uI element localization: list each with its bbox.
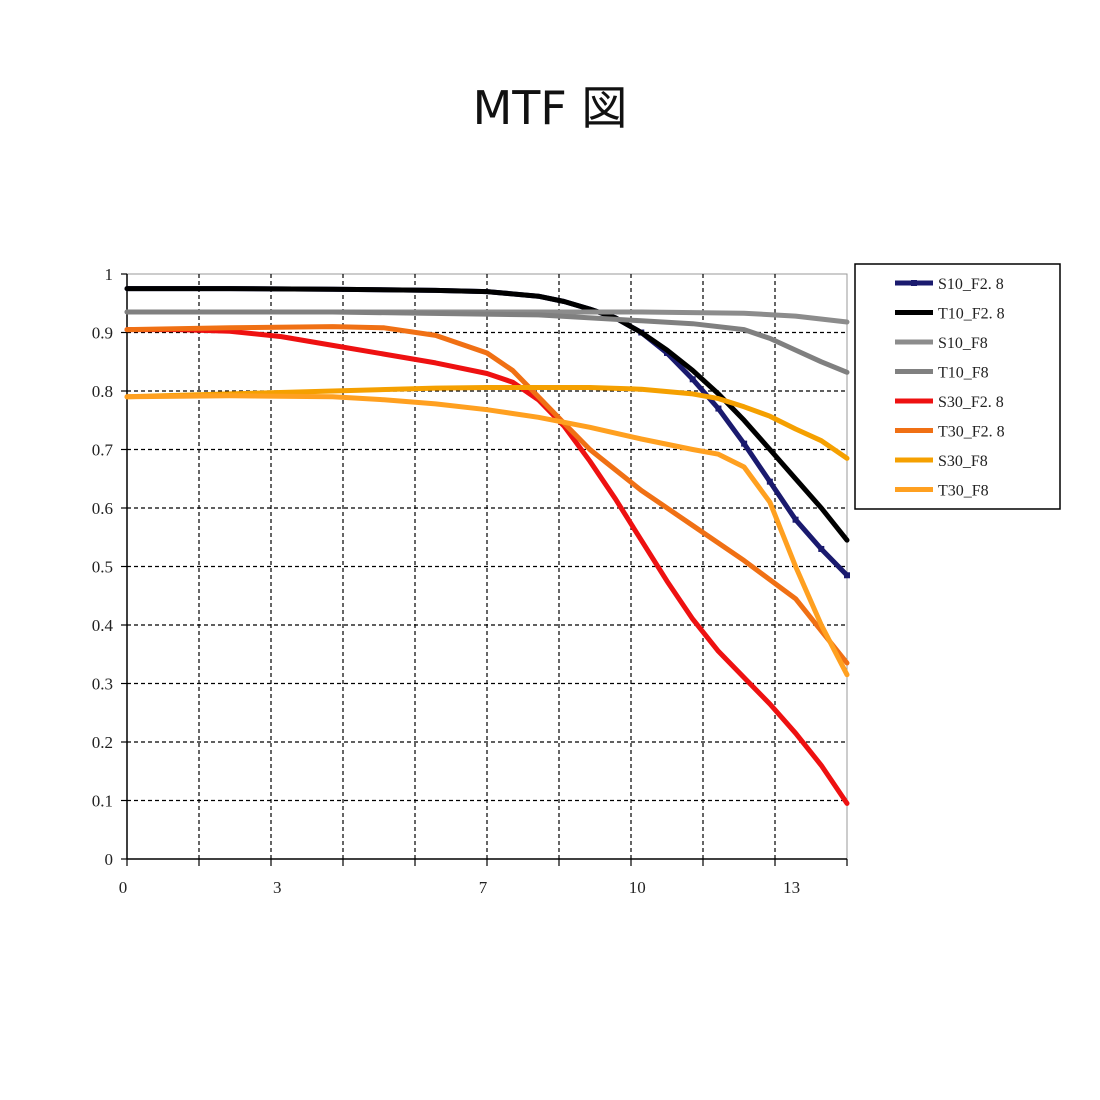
series-line-s30-f8 — [124, 385, 850, 461]
series-marker — [741, 440, 748, 447]
y-tick-label: 0.7 — [92, 441, 114, 460]
y-tick-label: 1 — [105, 265, 114, 284]
legend-marker — [911, 280, 917, 286]
page-title: MTF 図 — [472, 81, 628, 135]
series-line-s30-f2-8 — [124, 327, 850, 806]
series-lines — [124, 286, 850, 806]
legend-label: T10_F2. 8 — [938, 306, 1005, 323]
series-line-t30-f8 — [124, 393, 850, 678]
legend-label: S10_F8 — [938, 335, 988, 352]
x-tick-label: 3 — [273, 878, 282, 897]
legend-label: T10_F8 — [938, 365, 989, 382]
series-marker — [766, 478, 773, 485]
x-tick-label: 0 — [119, 878, 128, 897]
series-marker — [715, 405, 722, 412]
series-marker — [844, 572, 850, 579]
y-tick-label: 0.9 — [92, 324, 113, 343]
y-tick-label: 0.4 — [92, 616, 114, 635]
grid-lines — [126, 273, 848, 860]
x-tick-label: 10 — [629, 878, 646, 897]
y-tick-label: 0.1 — [92, 792, 113, 811]
y-tick-label: 0.5 — [92, 558, 113, 577]
y-tick-label: 0.3 — [92, 675, 113, 694]
y-tick-label: 0.6 — [92, 499, 113, 518]
series-marker — [792, 516, 799, 523]
legend-label: T30_F2. 8 — [938, 424, 1005, 441]
y-tick-label: 0.2 — [92, 733, 113, 752]
axes — [121, 273, 848, 866]
series-marker — [689, 376, 696, 383]
series-line-t10-f2-8 — [124, 286, 850, 543]
y-tick-label: 0.8 — [92, 382, 113, 401]
legend-label: S30_F8 — [938, 453, 988, 470]
y-tick-label: 0 — [105, 850, 114, 869]
legend-label: S30_F2. 8 — [938, 394, 1004, 411]
x-tick-label: 7 — [479, 878, 488, 897]
legend: S10_F2. 8 T10_F2. 8 S10_F8 T10_F8 S30_F2. 8 T… — [854, 263, 1061, 510]
series-marker — [818, 545, 825, 552]
legend-label: S10_F2. 8 — [938, 276, 1004, 293]
x-tick-label: 13 — [783, 878, 800, 897]
series-line-t30-f2-8 — [124, 324, 850, 666]
legend-box — [854, 263, 1061, 510]
legend-label: T30_F8 — [938, 483, 989, 500]
series-line-t10-f8 — [124, 309, 850, 375]
tick-labels: 00.10.20.30.40.50.60.70.80.910 3 7 10 13 — [92, 265, 800, 897]
